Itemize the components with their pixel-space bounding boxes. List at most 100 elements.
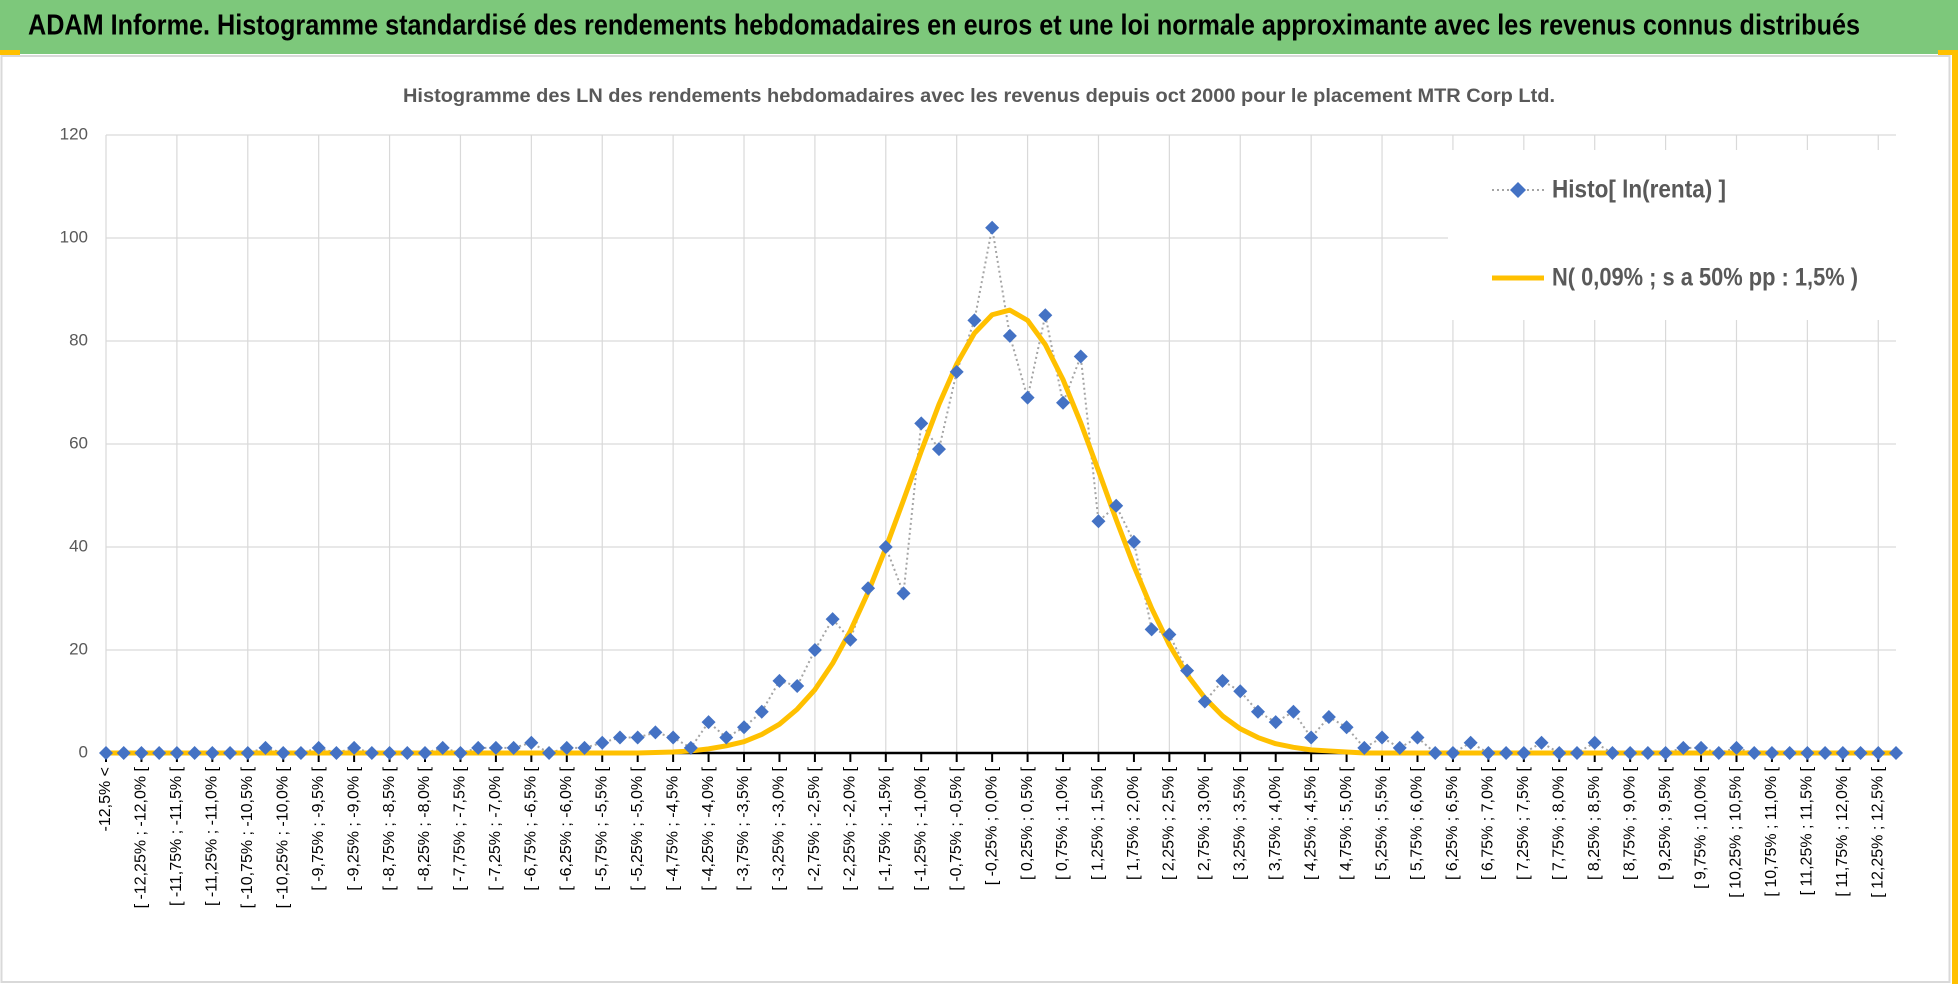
histogram-point: [1747, 746, 1762, 760]
histogram-point: [1605, 746, 1620, 760]
legend-swatch: [1510, 182, 1526, 198]
edge-accent: [1952, 54, 1958, 984]
header-bar: [0, 0, 1958, 54]
histogram-point: [435, 740, 450, 755]
y-tick-label: 80: [69, 330, 88, 349]
histogram-point: [754, 704, 769, 719]
x-tick-label: [ -7,75% ; -7,5% [: [452, 766, 469, 890]
x-tick-label: [ 4,75% ; 5,0% [: [1338, 766, 1355, 880]
histogram-point: [1180, 663, 1195, 678]
chart-title: Histogramme des LN des rendements hebdom…: [403, 86, 1555, 107]
histogram-point: [152, 746, 167, 760]
x-tick-label: [ 10,25% ; 10,5% [: [1728, 766, 1745, 897]
histogram-point: [1800, 746, 1815, 760]
histogram-point: [542, 746, 557, 760]
x-tick-label: [ -2,25% ; -2,0% [: [842, 766, 859, 890]
x-tick-label: [ -0,75% ; -0,5% [: [948, 766, 965, 890]
histogram-point: [1499, 746, 1514, 760]
histogram-point: [861, 581, 876, 596]
histogram-point: [169, 746, 184, 760]
histogram-point: [1764, 746, 1779, 760]
x-tick-label: [ 7,75% ; 8,0% [: [1550, 766, 1567, 880]
histogram-point: [985, 220, 1000, 235]
x-tick-label: [ -8,25% ; -8,0% [: [416, 766, 433, 890]
histogram-point: [1623, 746, 1638, 760]
x-tick-label: [ 11,75% ; 12,0% [: [1834, 766, 1851, 896]
histogram-point: [737, 720, 752, 735]
x-tick-label: [ 7,25% ; 7,5% [: [1515, 766, 1532, 880]
x-tick-label: [ -9,75% ; -9,5% [: [310, 766, 327, 890]
x-tick-label: [ 8,25% ; 8,5% [: [1586, 766, 1603, 880]
histogram-point: [630, 730, 645, 745]
histogram-point: [1463, 735, 1478, 750]
histogram-point: [1587, 735, 1602, 750]
histogram-point: [807, 643, 822, 657]
histogram-point: [595, 735, 610, 750]
x-tick-label: [ -3,75% ; -3,5% [: [735, 766, 752, 890]
x-tick-label: [ -4,75% ; -4,5% [: [664, 766, 681, 890]
histogram-point: [1392, 740, 1407, 755]
histogram-point: [471, 740, 486, 755]
y-tick-label: 120: [60, 124, 88, 143]
histogram-point: [1215, 673, 1230, 688]
histogram-point: [1853, 746, 1868, 760]
histogram-point: [1268, 715, 1283, 730]
histogram-point: [293, 746, 308, 760]
x-tick-label: [ 3,25% ; 3,5% [: [1231, 766, 1248, 880]
x-tick-label: [ 2,75% ; 3,0% [: [1196, 766, 1213, 880]
histogram-point: [205, 746, 220, 760]
x-tick-label: [ -1,25% ; -1,0% [: [912, 766, 929, 890]
x-tick-label: [ -6,25% ; -6,0% [: [558, 766, 575, 890]
x-tick-label: [ -1,75% ; -1,5% [: [877, 766, 894, 890]
histogram-point: [1889, 746, 1903, 760]
x-tick-label: [ -5,75% ; -5,5% [: [593, 766, 610, 890]
histogram-point: [364, 746, 379, 760]
histogram-point: [1321, 709, 1336, 724]
histogram-point: [1410, 730, 1425, 745]
grid: 0 20 40 60 80 100 120 -12,5% < [ -12,25% ; -12,0…: [60, 124, 1896, 908]
x-tick-label: [ -12,25% ; -12,0% [: [133, 766, 150, 908]
histogram-point: [772, 673, 787, 688]
histogram-point: [382, 746, 397, 760]
histogram-point: [683, 740, 698, 755]
histogram-point: [506, 740, 521, 755]
histogram-point: [453, 746, 468, 760]
histogram-point: [1782, 746, 1797, 760]
histogram-point: [1569, 746, 1584, 760]
histogram-point: [1304, 730, 1319, 745]
y-tick-label: 100: [60, 227, 88, 246]
histogram-point: [931, 442, 946, 457]
histogram-point: [1109, 498, 1124, 513]
x-tick-label: [ -3,25% ; -3,0% [: [771, 766, 788, 890]
x-tick-label: [ 1,75% ; 2,0% [: [1125, 766, 1142, 880]
x-tick-label: [ 3,75% ; 4,0% [: [1267, 766, 1284, 880]
x-tick-label: [ 9,25% ; 9,5% [: [1657, 766, 1674, 880]
legend-box: [1448, 150, 1908, 320]
histogram-point: [1357, 740, 1372, 755]
chart-frame: [0, 55, 1951, 983]
histogram-point: [1676, 740, 1691, 755]
x-tick-label: [ -10,75% ; -10,5% [: [239, 766, 256, 908]
histogram-point: [666, 730, 681, 745]
x-tick-label: -12,5% <: [97, 767, 114, 831]
x-tick-label: [ -4,25% ; -4,0% [: [700, 766, 717, 890]
histogram-point: [1658, 746, 1673, 760]
histogram-point: [1197, 694, 1212, 709]
histogram-point: [1534, 735, 1549, 750]
histogram-point: [187, 746, 202, 760]
histogram-point: [347, 740, 362, 755]
histogram-point: [559, 740, 574, 755]
histogram-point: [843, 632, 858, 647]
histogram-point: [1056, 395, 1071, 410]
histogram-point: [1144, 622, 1159, 637]
x-tick-label: [ 11,25% ; 11,5% [: [1799, 766, 1816, 895]
histogram-point: [790, 679, 805, 694]
histogram-point: [1871, 746, 1886, 760]
histogram-point: [1162, 627, 1177, 642]
y-tick-label: 40: [69, 536, 88, 555]
histogram-point: [524, 735, 539, 750]
histogram-point: [400, 746, 415, 760]
histogram-point: [1818, 746, 1833, 760]
histogram-point: [1694, 740, 1709, 755]
